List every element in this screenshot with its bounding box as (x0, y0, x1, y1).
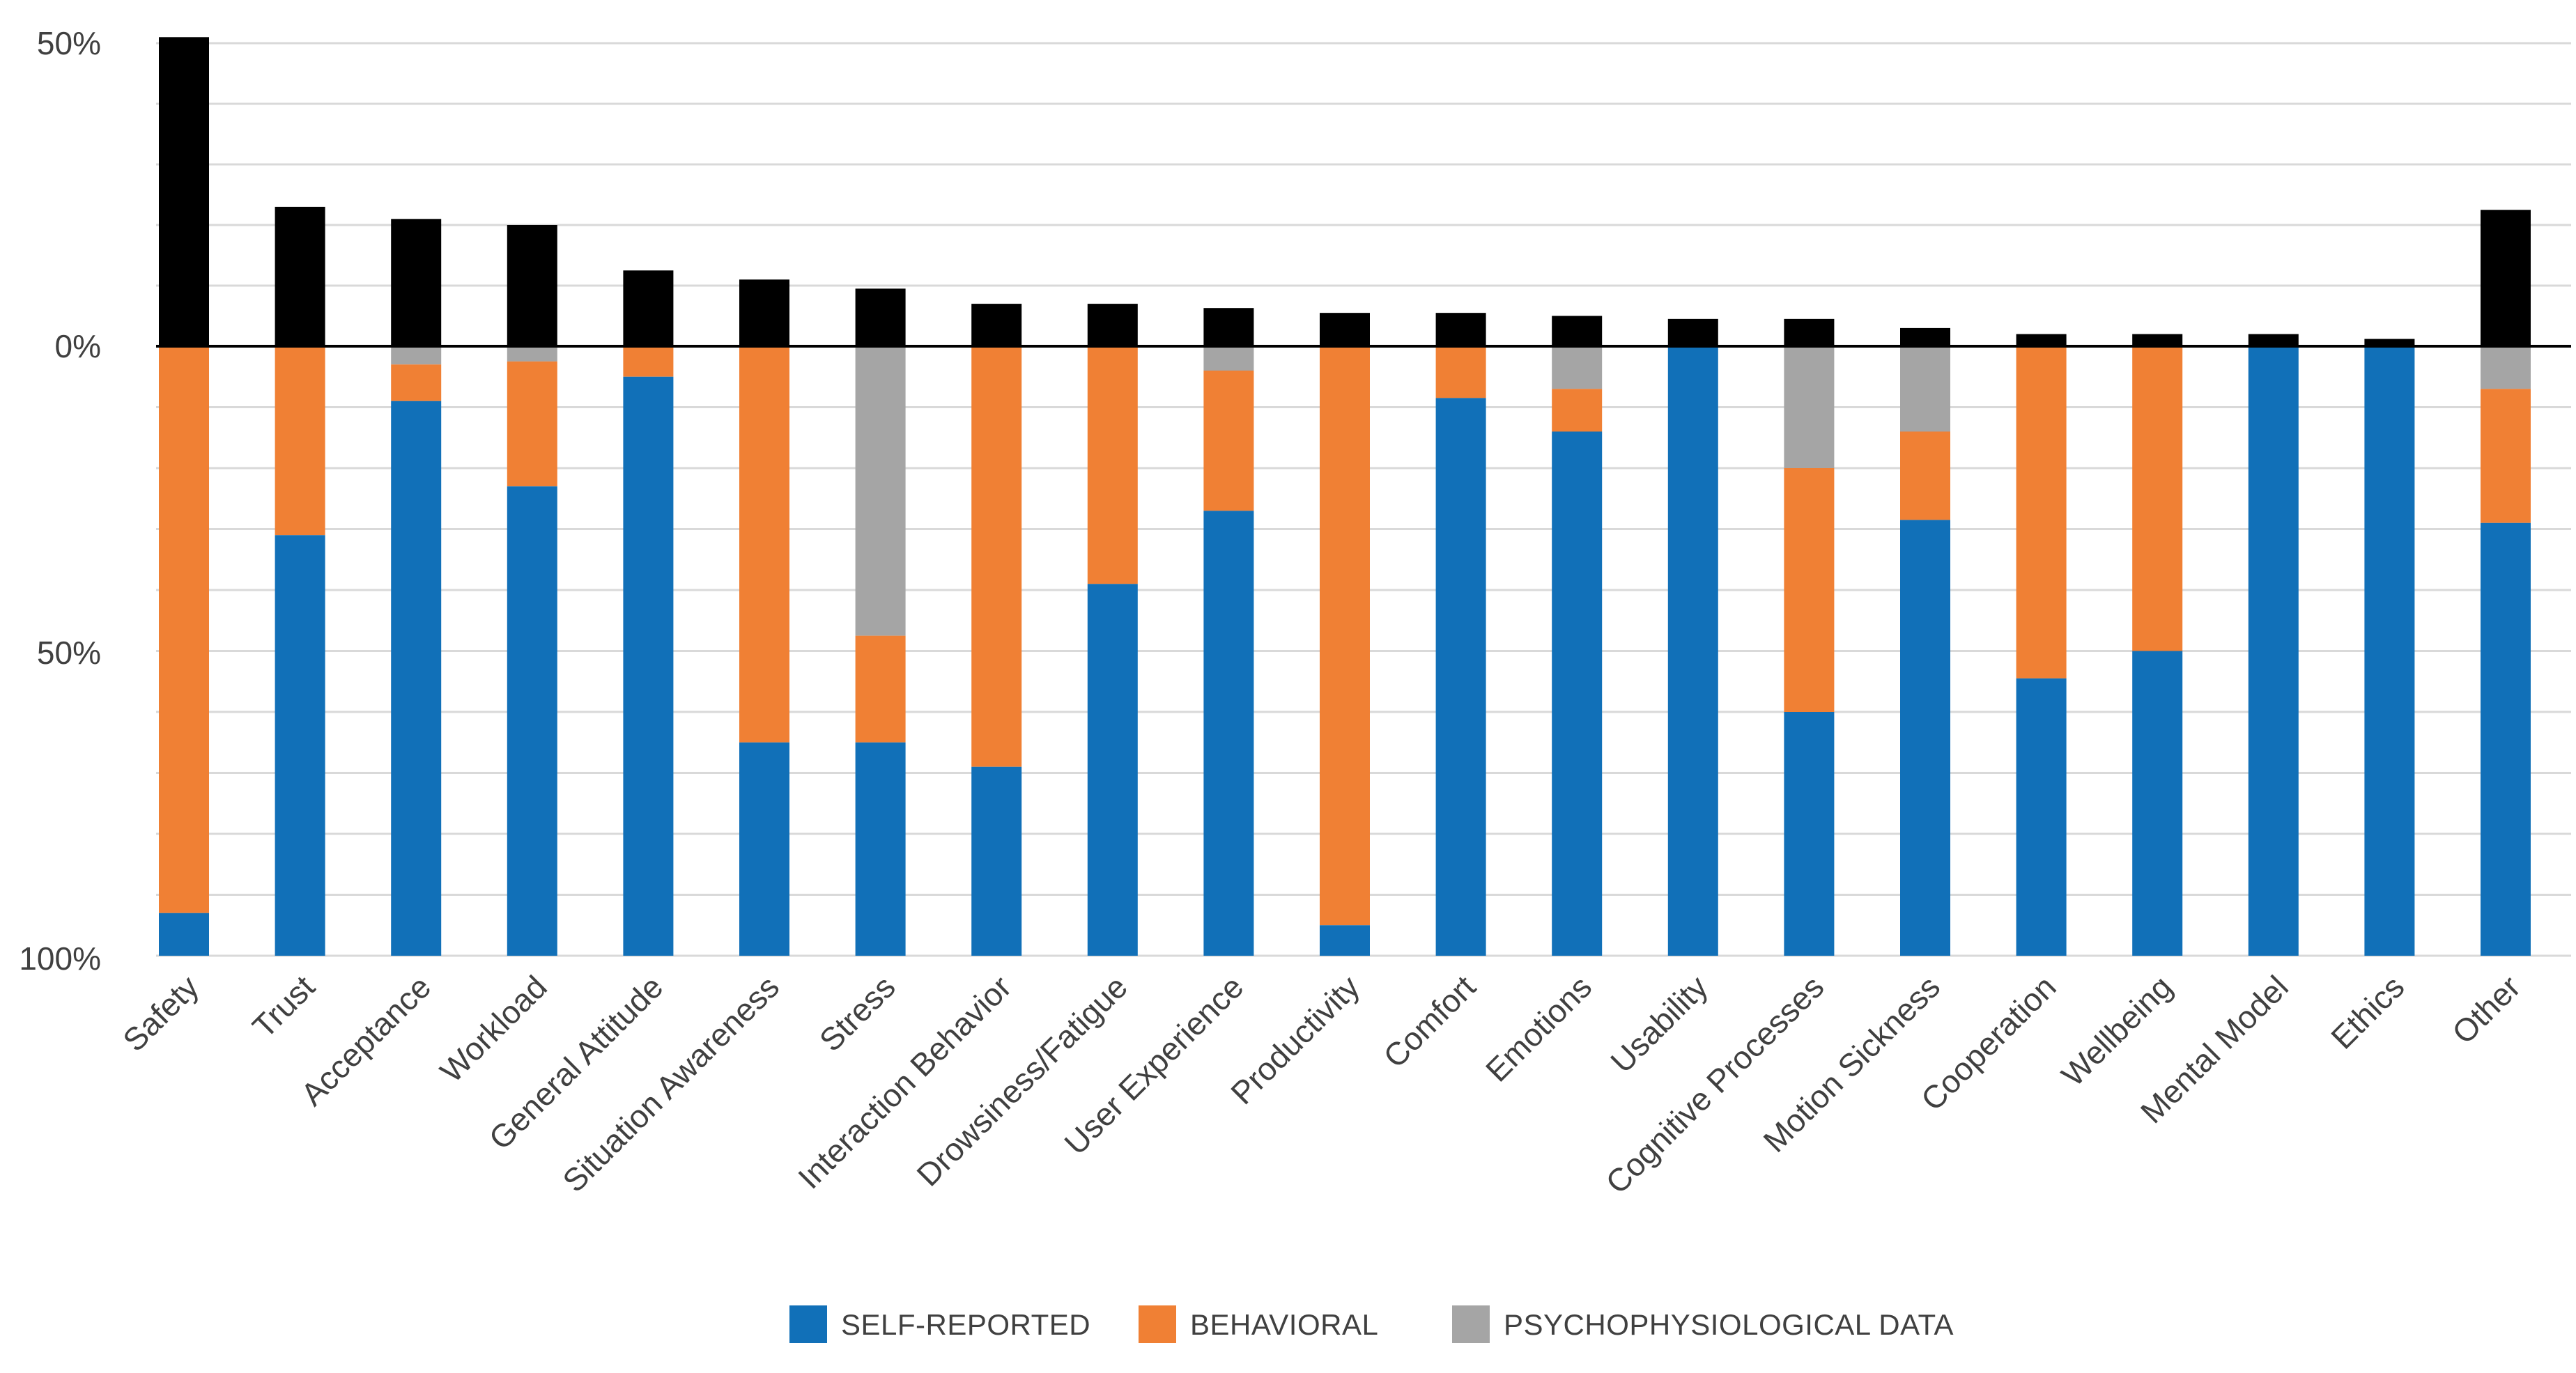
y-axis-ticks: 50% 0% 50% 100% (19, 25, 101, 977)
x-tick-label-emotions: Emotions (1479, 968, 1598, 1088)
bar-behavioral-acceptance (391, 364, 442, 401)
legend: SELF-REPORTED BEHAVIORAL PSYCHOPHYSIOLOG… (789, 1305, 1954, 1343)
y-tick-upper-50: 50% (37, 25, 101, 61)
x-tick-label-wellbeing: Wellbeing (2054, 968, 2179, 1093)
bar-behavioral-emotions (1552, 389, 1603, 432)
bar-behavioral-drowsiness-fatigue (1087, 346, 1138, 584)
legend-swatch-self-reported (789, 1305, 827, 1343)
bar-psychophysiological-other (2481, 346, 2531, 389)
bar-psychophysiological-motion-sickness (1900, 346, 1950, 432)
bar-upper-cognitive-processes (1784, 318, 1835, 346)
bar-self-reported-wellbeing (2132, 651, 2183, 956)
bar-self-reported-stress (855, 742, 906, 956)
legend-label-self-reported: SELF-REPORTED (841, 1308, 1090, 1341)
bar-upper-drowsiness-fatigue (1087, 304, 1138, 346)
bar-self-reported-interaction-behavior (971, 766, 1022, 956)
bar-upper-trust (275, 206, 325, 346)
bar-self-reported-user-experience (1203, 511, 1254, 956)
bar-upper-stress (855, 288, 906, 346)
legend-swatch-psychophysiological (1452, 1305, 1490, 1343)
bar-behavioral-safety (159, 346, 209, 913)
bar-behavioral-motion-sickness (1900, 431, 1950, 520)
legend-label-behavioral: BEHAVIORAL (1190, 1308, 1378, 1341)
bar-behavioral-wellbeing (2132, 346, 2183, 651)
bar-upper-other (2481, 210, 2531, 346)
x-tick-label-drowsiness-fatigue: Drowsiness/Fatigue (909, 968, 1134, 1193)
bar-self-reported-trust (275, 535, 325, 956)
x-tick-label-trust: Trust (245, 968, 322, 1045)
x-tick-label-usability: Usability (1603, 968, 1715, 1080)
bar-upper-ethics (2364, 339, 2415, 346)
bar-upper-productivity (1320, 313, 1370, 346)
bar-self-reported-acceptance (391, 401, 442, 956)
bar-upper-workload (507, 225, 557, 346)
x-tick-label-safety: Safety (116, 968, 206, 1058)
bar-psychophysiological-workload (507, 346, 557, 362)
bar-upper-wellbeing (2132, 334, 2183, 346)
x-tick-label-workload: Workload (433, 968, 554, 1089)
bar-self-reported-general-attitude (623, 376, 674, 956)
legend-swatch-behavioral (1139, 1305, 1176, 1343)
x-tick-label-comfort: Comfort (1376, 968, 1483, 1075)
bar-psychophysiological-stress (855, 346, 906, 636)
bar-upper-user-experience (1203, 308, 1254, 346)
bar-upper-cooperation (2016, 334, 2067, 346)
bar-self-reported-ethics (2364, 346, 2415, 956)
x-tick-label-stress: Stress (812, 968, 902, 1058)
x-tick-label-other: Other (2445, 968, 2527, 1050)
bar-self-reported-cooperation (2016, 678, 2067, 956)
bar-self-reported-workload (507, 486, 557, 956)
bar-behavioral-other (2481, 389, 2531, 523)
bar-self-reported-productivity (1320, 925, 1370, 956)
bar-psychophysiological-cognitive-processes (1784, 346, 1835, 468)
bar-behavioral-workload (507, 361, 557, 487)
bar-behavioral-comfort (1435, 346, 1486, 398)
bar-self-reported-emotions (1552, 431, 1603, 956)
bar-behavioral-general-attitude (623, 346, 674, 377)
x-tick-label-situation-awareness: Situation Awareness (555, 968, 786, 1199)
bar-self-reported-cognitive-processes (1784, 712, 1835, 956)
bars (159, 37, 2531, 956)
bar-self-reported-usability (1667, 346, 1718, 956)
bar-behavioral-stress (855, 635, 906, 743)
bar-upper-usability (1667, 318, 1718, 346)
bar-behavioral-productivity (1320, 346, 1370, 926)
legend-label-psychophysiological: PSYCHOPHYSIOLOGICAL DATA (1504, 1308, 1954, 1341)
bar-psychophysiological-emotions (1552, 346, 1603, 389)
bar-self-reported-motion-sickness (1900, 520, 1950, 956)
y-tick-zero: 0% (55, 328, 101, 364)
bar-upper-safety (159, 37, 209, 347)
y-tick-lower-100: 100% (19, 940, 101, 977)
bar-upper-comfort (1435, 313, 1486, 346)
bar-upper-motion-sickness (1900, 327, 1950, 346)
bar-self-reported-other (2481, 522, 2531, 956)
bar-psychophysiological-user-experience (1203, 346, 1254, 371)
bar-upper-acceptance (391, 219, 442, 346)
bar-behavioral-cooperation (2016, 346, 2067, 678)
bar-self-reported-drowsiness-fatigue (1087, 584, 1138, 956)
bar-upper-interaction-behavior (971, 304, 1022, 346)
bar-self-reported-situation-awareness (739, 742, 789, 956)
bar-self-reported-mental-model (2248, 346, 2299, 956)
bar-upper-situation-awareness (739, 279, 789, 346)
x-tick-label-cognitive-processes: Cognitive Processes (1598, 968, 1830, 1200)
bar-psychophysiological-acceptance (391, 346, 442, 365)
bar-behavioral-user-experience (1203, 371, 1254, 511)
x-tick-label-ethics: Ethics (2324, 968, 2411, 1055)
bar-upper-general-attitude (623, 270, 674, 346)
x-tick-label-interaction-behavior: Interaction Behavior (791, 968, 1018, 1195)
y-tick-lower-50: 50% (37, 635, 101, 671)
bar-behavioral-situation-awareness (739, 346, 789, 743)
bar-upper-mental-model (2248, 334, 2299, 346)
bar-upper-emotions (1552, 316, 1603, 346)
bar-behavioral-interaction-behavior (971, 346, 1022, 767)
bar-behavioral-cognitive-processes (1784, 468, 1835, 712)
bar-self-reported-comfort (1435, 398, 1486, 956)
bar-behavioral-trust (275, 346, 325, 536)
bar-self-reported-safety (159, 913, 209, 956)
